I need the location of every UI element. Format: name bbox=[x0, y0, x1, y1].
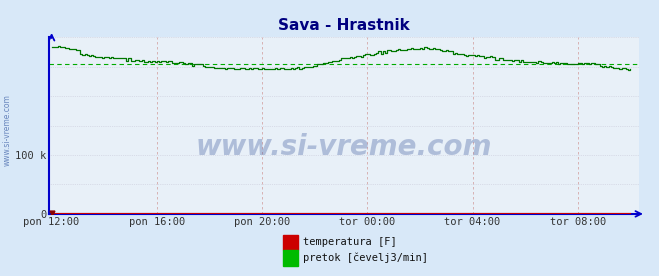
Text: pretok [čevelj3/min]: pretok [čevelj3/min] bbox=[303, 253, 428, 263]
Text: www.si-vreme.com: www.si-vreme.com bbox=[3, 94, 12, 166]
Text: www.si-vreme.com: www.si-vreme.com bbox=[196, 133, 492, 161]
Text: temperatura [F]: temperatura [F] bbox=[303, 237, 397, 247]
Title: Sava - Hrastnik: Sava - Hrastnik bbox=[279, 18, 410, 33]
